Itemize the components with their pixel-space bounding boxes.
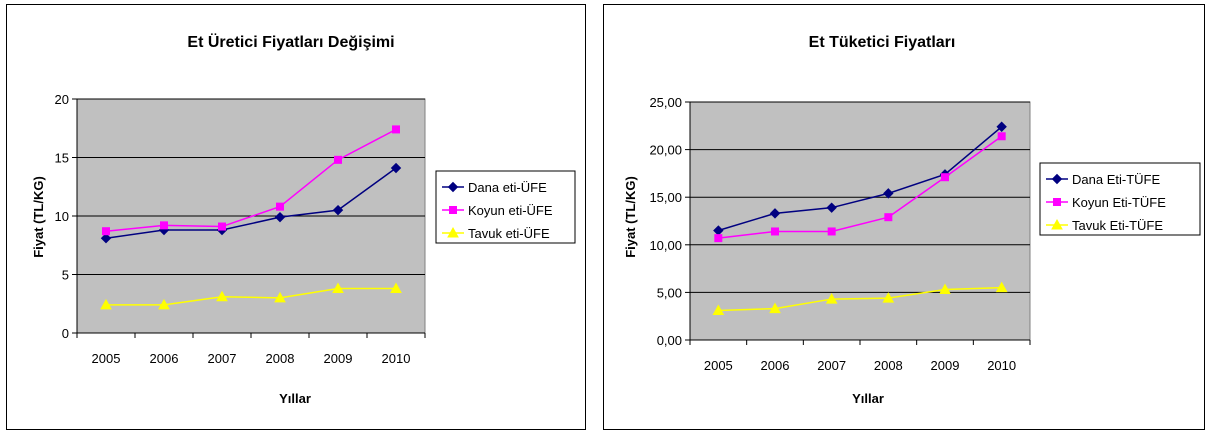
legend-entry: Koyun eti-ÜFE xyxy=(468,203,553,218)
y-tick-label: 5 xyxy=(62,268,69,283)
x-tick-label: 2007 xyxy=(817,358,846,373)
legend-marker xyxy=(1051,173,1063,185)
y-tick-label: 0 xyxy=(62,326,69,341)
data-point xyxy=(274,211,286,223)
legend-marker xyxy=(449,206,457,214)
data-point xyxy=(218,222,226,231)
data-point xyxy=(390,282,402,294)
legend-entry: Tavuk eti-ÜFE xyxy=(468,226,550,241)
y-tick-label: 25,00 xyxy=(649,95,682,110)
data-point xyxy=(100,233,112,244)
data-point xyxy=(882,292,895,303)
y-axis-title: Fiyat (TL/KG) xyxy=(31,176,46,258)
data-point xyxy=(771,227,779,236)
data-point xyxy=(102,227,110,236)
data-point xyxy=(160,221,168,230)
data-point xyxy=(216,290,228,302)
legend-entry: Dana Eti-TÜFE xyxy=(1072,172,1160,187)
data-point xyxy=(825,293,838,304)
data-point xyxy=(332,204,344,216)
x-tick-label: 2007 xyxy=(208,351,237,366)
y-tick-label: 15 xyxy=(55,151,69,166)
chart-title: Et Üretici Fiyatları Değişimi xyxy=(187,32,394,51)
legend-marker xyxy=(1051,218,1063,230)
x-tick-label: 2008 xyxy=(266,351,295,366)
data-point xyxy=(769,302,781,314)
chart-producer-prices-svg: Et Üretici Fiyatları Değişimi Yıllar Fiy… xyxy=(31,32,576,406)
x-tick-label: 2008 xyxy=(874,358,903,373)
data-point xyxy=(712,304,725,315)
chart-producer-prices: Et Üretici Fiyatları Değişimi Yıllar Fiy… xyxy=(6,4,586,430)
chart-title: Et Tüketici Fiyatları xyxy=(809,34,956,51)
data-point xyxy=(996,121,1007,132)
chart-consumer-prices: Et Tüketici Fiyatları Yıllar Fiyat (TL/K… xyxy=(603,4,1205,430)
data-point xyxy=(334,155,342,164)
plot-area xyxy=(689,101,1031,341)
legend-marker xyxy=(447,181,459,193)
series-line xyxy=(718,126,1003,232)
data-point xyxy=(826,202,837,213)
x-tick-label: 2006 xyxy=(761,358,790,373)
y-tick-label: 10 xyxy=(55,209,69,224)
x-axis-title: Yıllar xyxy=(852,391,884,406)
data-point xyxy=(997,132,1006,141)
series-line xyxy=(106,287,396,306)
x-tick-label: 2005 xyxy=(92,351,121,366)
x-tick-label: 2006 xyxy=(150,351,179,366)
x-tick-label: 2009 xyxy=(931,358,960,373)
y-tick-label: 15,00 xyxy=(649,190,682,205)
data-point xyxy=(332,282,344,294)
y-axis-title: Fiyat (TL/KG) xyxy=(623,176,638,258)
data-point xyxy=(883,188,894,199)
data-point xyxy=(941,173,949,182)
y-tick-label: 20 xyxy=(55,92,69,107)
legend-box xyxy=(1039,162,1201,236)
data-point xyxy=(995,281,1008,293)
chart-consumer-prices-svg: Et Tüketici Fiyatları Yıllar Fiyat (TL/K… xyxy=(623,34,1201,406)
data-point xyxy=(769,208,781,219)
y-tick-label: 20,00 xyxy=(649,143,682,158)
legend-entry: Koyun Eti-TÜFE xyxy=(1072,195,1166,210)
data-point xyxy=(939,283,951,295)
data-point xyxy=(827,227,836,236)
legend-entry: Dana eti-ÜFE xyxy=(468,180,547,195)
legend-entry: Tavuk Eti-TÜFE xyxy=(1072,218,1163,233)
data-point xyxy=(276,202,284,211)
x-axis-title: Yıllar xyxy=(279,391,311,406)
data-point xyxy=(390,162,402,174)
legend-box xyxy=(435,170,576,244)
data-point xyxy=(158,298,170,310)
data-point xyxy=(100,298,112,310)
x-tick-label: 2010 xyxy=(382,351,411,366)
data-point xyxy=(274,291,286,303)
x-tick-label: 2009 xyxy=(324,351,353,366)
series-line xyxy=(105,167,397,239)
y-tick-label: 5,00 xyxy=(657,285,682,300)
y-tick-label: 0,00 xyxy=(657,333,682,348)
data-point xyxy=(392,125,400,134)
x-tick-label: 2005 xyxy=(704,358,733,373)
legend-marker xyxy=(1053,198,1061,206)
y-tick-label: 10,00 xyxy=(649,238,682,253)
x-tick-label: 2010 xyxy=(987,358,1016,373)
series-line xyxy=(718,286,1002,312)
series-line xyxy=(718,135,1003,239)
data-point xyxy=(884,213,893,222)
data-point xyxy=(714,234,723,243)
legend-marker xyxy=(447,226,459,238)
series-line xyxy=(105,128,397,232)
